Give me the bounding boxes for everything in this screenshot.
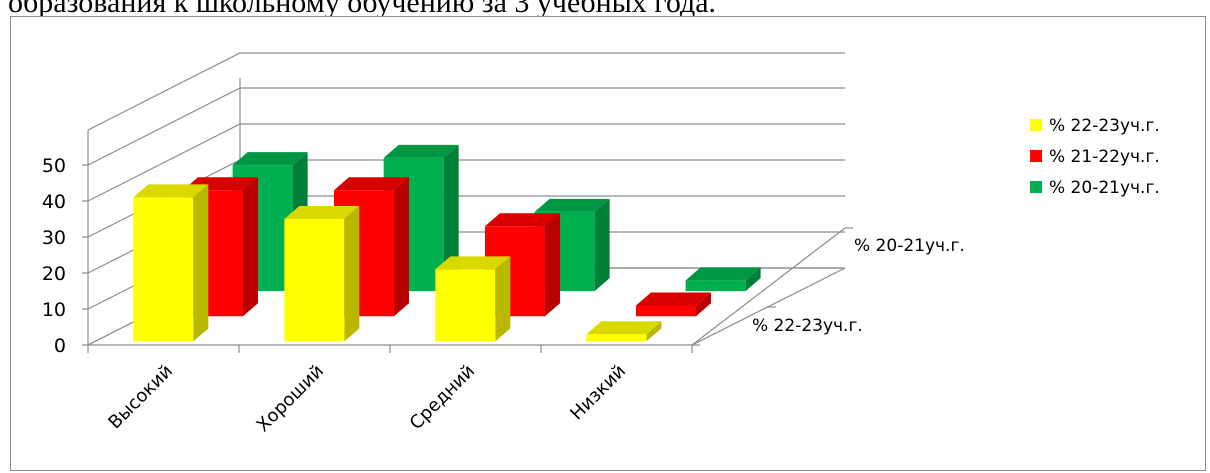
bar-front bbox=[586, 334, 647, 342]
bar-side bbox=[344, 206, 360, 342]
bar-side bbox=[193, 184, 209, 342]
bar-front bbox=[284, 219, 345, 342]
category-label-Хороший: Хороший bbox=[253, 361, 328, 436]
gridline-40 bbox=[87, 123, 845, 202]
bar-top bbox=[635, 292, 711, 306]
bar-side bbox=[242, 177, 258, 317]
bar-Хороший-% 22-23уч.г. bbox=[284, 206, 360, 342]
legend-swatch-2 bbox=[1030, 181, 1042, 193]
y-tick-label-0: 0 bbox=[54, 335, 66, 357]
bar-side bbox=[646, 321, 662, 342]
y-tick-label-30: 30 bbox=[42, 227, 66, 249]
bar-Низкий-% 21-22уч.г. bbox=[635, 292, 711, 317]
category-label-Высокий: Высокий bbox=[104, 361, 177, 434]
category-label-Средний: Средний bbox=[406, 361, 479, 434]
legend-swatch-1 bbox=[1030, 150, 1042, 162]
bar-front bbox=[133, 197, 194, 342]
bar-Высокий-% 22-23уч.г. bbox=[133, 184, 209, 342]
depth-axis-line bbox=[691, 227, 846, 346]
bar-top bbox=[133, 184, 209, 198]
legend-label-2: % 20-21уч.г. bbox=[1049, 178, 1160, 198]
bar-top bbox=[333, 177, 409, 191]
bar-top bbox=[484, 213, 560, 227]
depth-label: % 22-23уч.г. bbox=[752, 316, 863, 336]
bar-side bbox=[544, 213, 560, 317]
bar-side bbox=[745, 267, 761, 292]
bar-top bbox=[685, 267, 761, 281]
gridline-50 bbox=[87, 87, 845, 166]
bar-front bbox=[685, 280, 746, 292]
figure-caption: образования к школьному обучению за 3 уч… bbox=[8, 0, 717, 19]
legend-label-0: % 22-23уч.г. bbox=[1049, 116, 1160, 136]
bar-top bbox=[284, 206, 360, 220]
gridline-top bbox=[87, 52, 845, 131]
bar-top bbox=[383, 144, 459, 158]
depth-label: % 20-21уч.г. bbox=[854, 236, 965, 256]
legend-label-1: % 21-22уч.г. bbox=[1049, 147, 1160, 167]
bar-front bbox=[435, 269, 496, 342]
bar-top bbox=[534, 198, 610, 212]
bar-Низкий-% 22-23уч.г. bbox=[586, 321, 662, 342]
bar-side bbox=[443, 144, 459, 292]
y-tick-label-10: 10 bbox=[42, 299, 66, 321]
bar-side bbox=[393, 177, 409, 317]
bar-Низкий-% 20-21уч.г. bbox=[685, 267, 761, 292]
bar-side bbox=[495, 256, 511, 342]
legend-swatch-0 bbox=[1030, 119, 1042, 131]
bar-top bbox=[435, 256, 511, 270]
y-tick-label-40: 40 bbox=[42, 191, 66, 213]
bar-side bbox=[594, 198, 610, 292]
bar-top bbox=[586, 321, 662, 335]
category-label-Низкий: Низкий bbox=[566, 361, 630, 425]
bar-front bbox=[635, 305, 696, 317]
bar-Средний-% 22-23уч.г. bbox=[435, 256, 511, 342]
bar-side bbox=[695, 292, 711, 317]
bar-top bbox=[232, 152, 308, 166]
y-tick-label-20: 20 bbox=[42, 263, 66, 285]
y-tick-label-50: 50 bbox=[42, 155, 66, 177]
